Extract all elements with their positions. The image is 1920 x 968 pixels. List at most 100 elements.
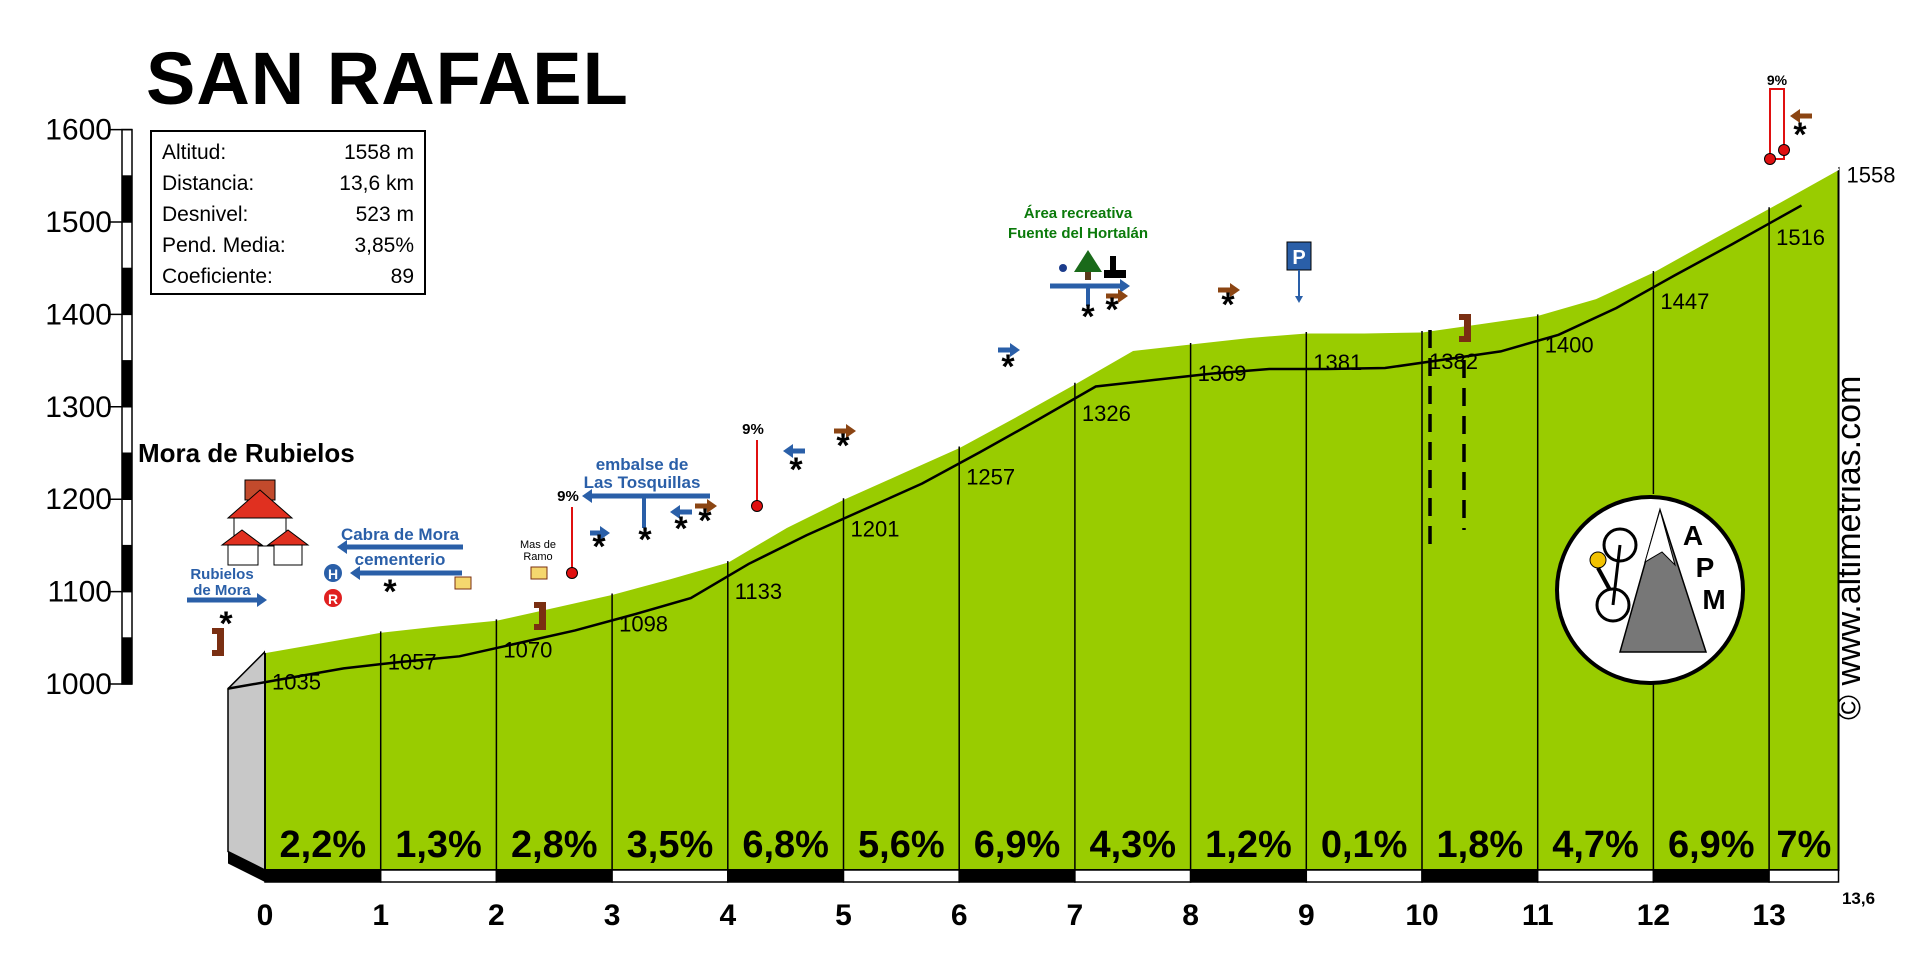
milestone-star-icon: * bbox=[592, 528, 606, 566]
x-tick-label: 0 bbox=[257, 899, 274, 932]
annotation-label: Fuente del Hortalán bbox=[1008, 225, 1148, 242]
y-scale-block bbox=[121, 498, 133, 546]
stats-row-distancia: Distancia: 13,6 km bbox=[162, 168, 414, 199]
y-scale-block bbox=[122, 175, 132, 222]
direction-arrow-icon bbox=[1790, 109, 1812, 123]
direction-arrow-icon bbox=[337, 540, 463, 554]
spring-icon bbox=[1059, 264, 1067, 272]
apm-logo: APM bbox=[1555, 494, 1745, 685]
gradient-label: 0,1% bbox=[1321, 824, 1408, 866]
page-title: SAN RAFAEL bbox=[146, 37, 629, 120]
town-icon-wall bbox=[227, 544, 259, 566]
gradient-label: 3,5% bbox=[627, 824, 714, 866]
altitude-label: 1326 bbox=[1082, 401, 1131, 426]
direction-arrow-icon bbox=[1218, 283, 1240, 297]
milestone-star-icon: * bbox=[836, 427, 850, 465]
steep-percent-label: 9% bbox=[1767, 72, 1788, 88]
cyclist-body bbox=[1596, 567, 1612, 591]
annotation-label: Área recreativa bbox=[1024, 205, 1133, 222]
annotation-label: Rubielos bbox=[190, 566, 253, 583]
stats-box: Altitud: 1558 m Distancia: 13,6 km Desnive… bbox=[150, 130, 426, 295]
y-tick-label: 1400 bbox=[45, 298, 112, 331]
direction-arrow-icon bbox=[834, 424, 856, 438]
steep-marker-dot bbox=[751, 500, 763, 512]
milestone-star-icon: * bbox=[674, 510, 688, 548]
y-tick-label: 1600 bbox=[45, 114, 112, 147]
gradient-label: 2,8% bbox=[511, 824, 598, 866]
picnic-icon bbox=[1104, 256, 1126, 278]
parking-icon bbox=[1286, 241, 1312, 271]
km-strip-segment bbox=[379, 869, 498, 883]
x-tick-label: 7 bbox=[1067, 899, 1084, 932]
apm-logo-letter: M bbox=[1702, 584, 1725, 615]
altitude-label: 1057 bbox=[388, 649, 437, 674]
y-scale-block bbox=[121, 221, 133, 269]
direction-arrow-icon bbox=[582, 489, 710, 503]
steep-marker-dot bbox=[566, 567, 578, 579]
altitude-label: 1382 bbox=[1429, 349, 1478, 374]
y-scale-block bbox=[122, 268, 132, 315]
gradient-label: 5,6% bbox=[858, 824, 945, 866]
milestone-star-icon: * bbox=[383, 573, 397, 611]
direction-arrow-icon bbox=[187, 593, 267, 607]
steep-marker-box bbox=[1769, 88, 1785, 160]
y-tick-label: 1300 bbox=[45, 391, 112, 424]
x-tick-label: 13 bbox=[1752, 899, 1785, 932]
profile-back-outline bbox=[227, 204, 1803, 690]
annotation-label: embalse de bbox=[596, 455, 689, 474]
town-icon bbox=[220, 479, 310, 566]
km-strip-edge bbox=[228, 851, 265, 882]
gradient-label: 7% bbox=[1776, 824, 1831, 866]
milestone-star-icon: * bbox=[789, 451, 803, 489]
y-scale-block bbox=[122, 637, 132, 684]
x-tick-label: 2 bbox=[488, 899, 505, 932]
gradient-label: 1,8% bbox=[1437, 824, 1524, 866]
annotation-label: cementerio bbox=[355, 550, 446, 569]
milestone-star-icon: * bbox=[698, 502, 712, 540]
stats-row-altitud: Altitud: 1558 m bbox=[162, 137, 414, 168]
x-tick-label: 3 bbox=[604, 899, 621, 932]
stats-label: Distancia: bbox=[162, 172, 255, 195]
town-label: Mora de Rubielos bbox=[138, 438, 355, 468]
stats-label: Pend. Media: bbox=[162, 234, 286, 257]
direction-arrow-icon bbox=[590, 526, 610, 540]
x-tick-label: 12 bbox=[1637, 899, 1670, 932]
x-tick-label: 9 bbox=[1298, 899, 1315, 932]
km-strip-segment bbox=[1189, 869, 1308, 883]
altitude-label: 1257 bbox=[966, 465, 1015, 490]
x-tick-label: 1 bbox=[372, 899, 389, 932]
y-tick-label: 1500 bbox=[45, 206, 112, 239]
stats-value: 523 m bbox=[355, 203, 414, 226]
y-tick-label: 1000 bbox=[45, 668, 112, 701]
milestone-star-icon: * bbox=[638, 521, 652, 559]
annotation-label: Mas de bbox=[520, 539, 556, 551]
km-strip-segment bbox=[842, 869, 960, 883]
altitude-label: 1447 bbox=[1660, 289, 1709, 314]
annotation-label: Cabra de Mora bbox=[341, 525, 460, 544]
y-tick-label: 1200 bbox=[45, 483, 112, 516]
x-tick-label: 5 bbox=[835, 899, 852, 932]
bicycle-frame bbox=[1611, 544, 1622, 606]
x-tick-label: 10 bbox=[1405, 899, 1438, 932]
gradient-label: 6,9% bbox=[1668, 824, 1755, 866]
stats-label: Desnivel: bbox=[162, 203, 249, 226]
y-scale-block bbox=[121, 313, 133, 362]
stats-label: Altitud: bbox=[162, 141, 227, 164]
milestone-star-icon: * bbox=[1105, 291, 1119, 329]
x-tick-label: 8 bbox=[1182, 899, 1199, 932]
annotation-label: Las Tosquillas bbox=[584, 473, 701, 492]
y-scale-frame bbox=[121, 128, 133, 685]
tree-icon bbox=[1074, 250, 1102, 272]
gradient-label: 1,3% bbox=[395, 824, 482, 866]
y-scale-block bbox=[122, 453, 132, 500]
milestone-star-icon: * bbox=[1793, 116, 1807, 154]
direction-arrow-icon bbox=[350, 566, 462, 580]
km-strip-segment bbox=[1536, 869, 1655, 883]
y-scale-block bbox=[122, 360, 132, 407]
altitude-label: 1381 bbox=[1313, 350, 1362, 375]
altitude-label: 1098 bbox=[619, 611, 668, 636]
restaurant-icon-label: R bbox=[328, 591, 338, 607]
arrow-head bbox=[337, 540, 347, 554]
arrow-head bbox=[670, 505, 680, 519]
arrow-head bbox=[257, 593, 267, 607]
